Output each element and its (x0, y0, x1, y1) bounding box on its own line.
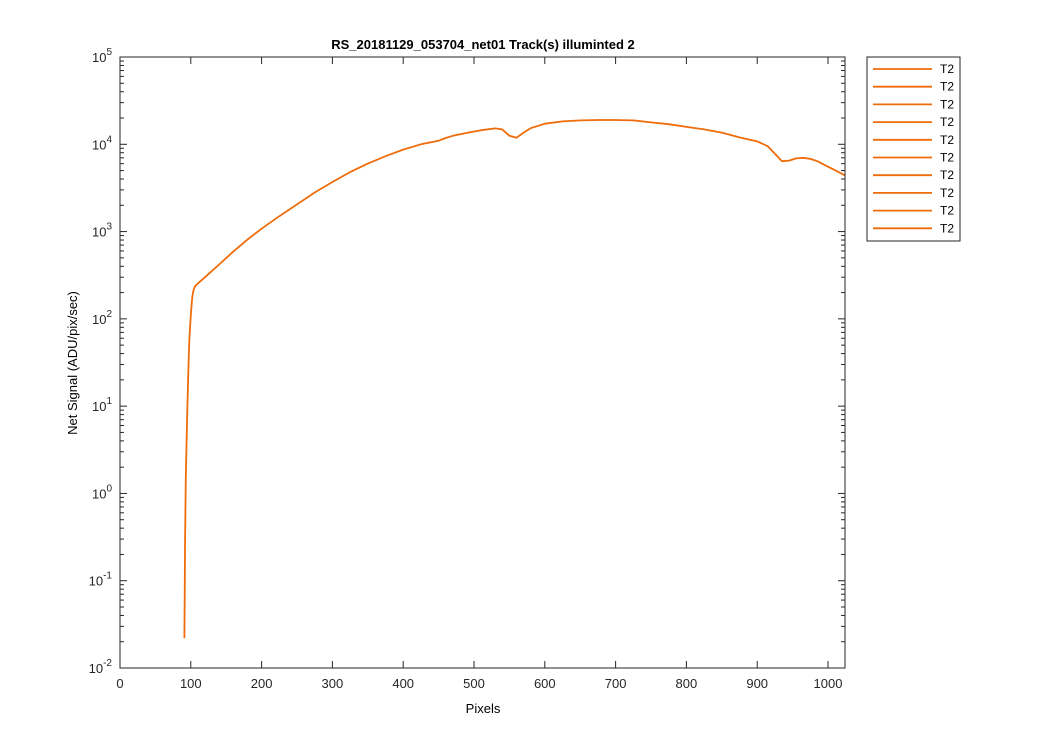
y-tick-base: 10 (92, 399, 106, 414)
y-tick-exponent: 3 (106, 222, 112, 233)
y-tick-base: 10 (89, 574, 103, 589)
y-tick-label: 101 (92, 396, 112, 414)
x-tick-label: 400 (392, 676, 414, 691)
y-axis-label: Net Signal (ADU/pix/sec) (65, 291, 80, 435)
legend-label: T2 (940, 221, 954, 235)
x-tick-label: 300 (322, 676, 344, 691)
plot-box (119, 56, 846, 669)
legend-label: T2 (940, 204, 954, 218)
legend: T2 T2 T2 T2 T2 T2 T2 T2 T2 T2 (866, 56, 961, 242)
y-tick-base: 10 (92, 225, 106, 240)
x-tick-label: 200 (251, 676, 273, 691)
y-tick-label: 104 (92, 134, 112, 152)
x-axis: 0 100 200 300 400 500 600 700 800 900 1000 (116, 57, 842, 691)
legend-label: T2 (940, 80, 954, 94)
y-tick-label: 100 (92, 483, 112, 501)
series-line-T2 (183, 119, 846, 639)
legend-label: T2 (940, 62, 954, 76)
x-tick-label: 700 (605, 676, 627, 691)
x-tick-label: 100 (180, 676, 202, 691)
legend-label: T2 (940, 168, 954, 182)
legend-label: T2 (940, 186, 954, 200)
y-tick-label: 102 (92, 309, 112, 327)
y-tick-base: 10 (92, 137, 106, 152)
y-tick-exponent: -2 (103, 658, 112, 669)
x-tick-label: 500 (463, 676, 485, 691)
x-tick-label: 1000 (814, 676, 843, 691)
x-tick-label: 900 (746, 676, 768, 691)
y-tick-label: 10-2 (89, 658, 113, 676)
y-tick-base: 10 (89, 661, 103, 676)
x-tick-label: 600 (534, 676, 556, 691)
y-tick-exponent: 0 (106, 483, 112, 494)
y-tick-label: 105 (92, 47, 112, 65)
x-axis-label: Pixels (466, 701, 501, 716)
legend-label: T2 (940, 97, 954, 111)
x-tick-label: 0 (116, 676, 123, 691)
legend-label: T2 (940, 115, 954, 129)
y-tick-exponent: 4 (106, 134, 112, 145)
y-tick-exponent: 1 (106, 396, 112, 407)
y-tick-base: 10 (92, 486, 106, 501)
y-tick-base: 10 (92, 312, 106, 327)
y-tick-base: 10 (92, 50, 106, 65)
legend-label: T2 (940, 151, 954, 165)
y-tick-exponent: -1 (103, 571, 112, 582)
x-tick-label: 800 (676, 676, 698, 691)
y-tick-exponent: 5 (106, 47, 112, 58)
plot-area: 0 100 200 300 400 500 600 700 800 900 1000 10-210-… (89, 47, 846, 691)
y-tick-exponent: 2 (106, 309, 112, 320)
y-tick-label: 103 (92, 222, 112, 240)
chart-title: RS_20181129_053704_net01 Track(s) illumi… (331, 37, 635, 52)
series-layer (183, 119, 846, 639)
legend-label: T2 (940, 133, 954, 147)
y-tick-label: 10-1 (89, 571, 113, 589)
